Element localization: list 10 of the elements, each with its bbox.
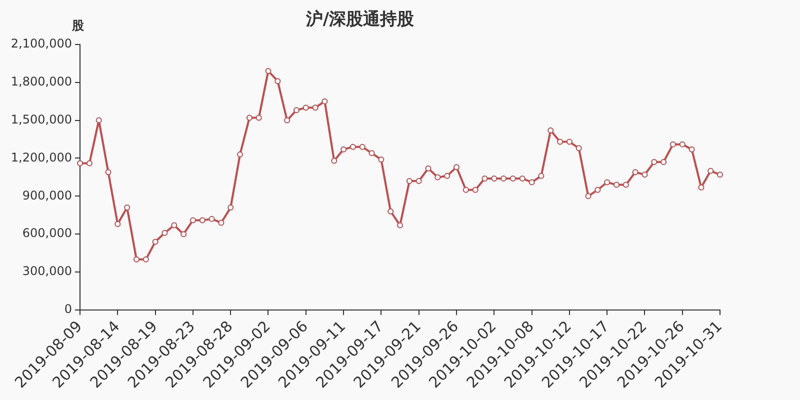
y-tick-label: 300,000 bbox=[22, 264, 72, 278]
y-axis-title: 股 bbox=[71, 18, 85, 33]
y-tick-label: 1,800,000 bbox=[10, 74, 72, 88]
chart-title: 沪/深股通持股 bbox=[304, 10, 416, 30]
y-tick-label: 1,200,000 bbox=[10, 150, 72, 164]
y-tick-label: 0 bbox=[64, 302, 72, 316]
y-tick-label: 900,000 bbox=[22, 188, 72, 202]
y-tick-label: 1,500,000 bbox=[10, 112, 72, 126]
y-tick-label: 2,100,000 bbox=[10, 36, 72, 51]
y-tick-label: 600,000 bbox=[22, 226, 72, 240]
